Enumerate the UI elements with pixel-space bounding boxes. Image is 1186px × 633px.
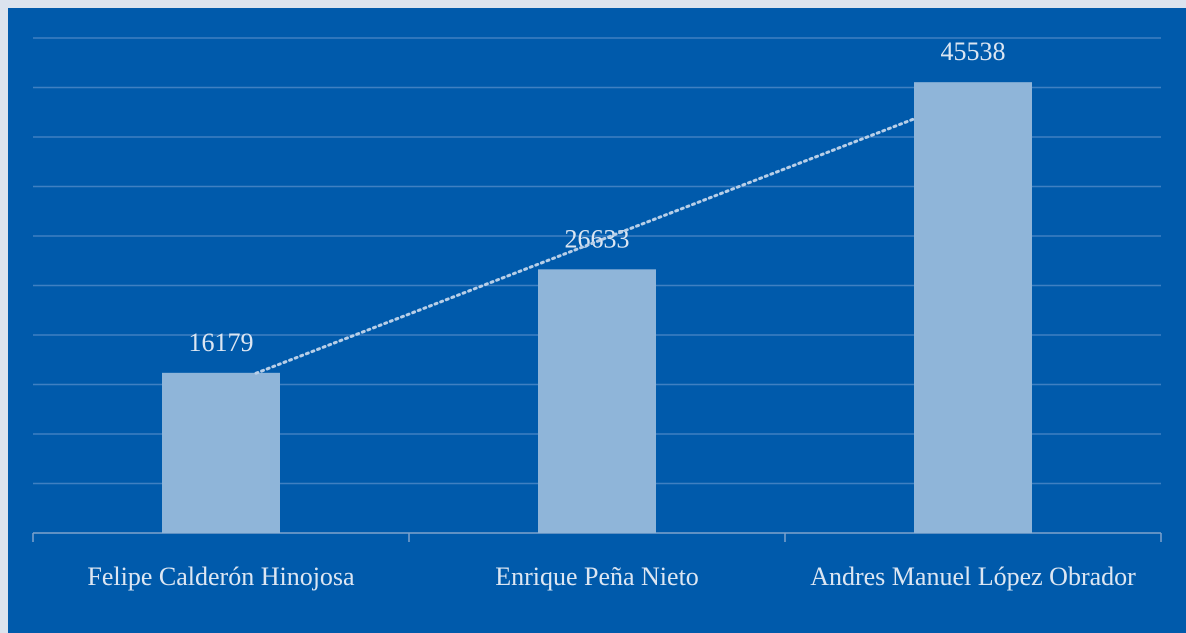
x-tick-label: Andres Manuel López Obrador: [810, 562, 1136, 591]
bar: [914, 82, 1032, 533]
data-label: 45538: [941, 37, 1006, 66]
trendline: [254, 117, 915, 375]
x-tick-label: Felipe Calderón Hinojosa: [87, 562, 355, 591]
data-label: 16179: [189, 328, 254, 357]
chart: 16179 26633 45538 Felipe Calderón Hinojosa…: [8, 8, 1186, 633]
bar: [162, 372, 280, 533]
x-tick-label: Enrique Peña Nieto: [495, 562, 699, 591]
bar: [538, 269, 656, 533]
